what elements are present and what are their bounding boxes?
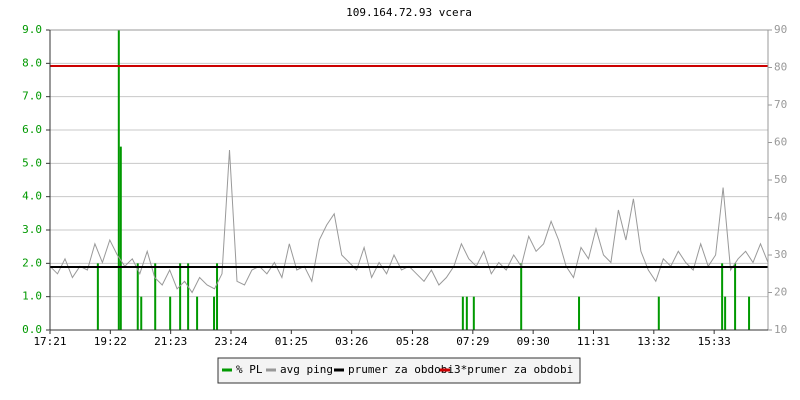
- y2-tick-label: 50: [774, 173, 787, 186]
- x-tick-label: 21:23: [154, 335, 187, 348]
- y-tick-label: 1.0: [22, 290, 42, 303]
- legend-label: avg ping: [280, 363, 333, 376]
- y-tick-label: 0.0: [22, 323, 42, 336]
- y-tick-label: 7.0: [22, 90, 42, 103]
- legend: [217, 357, 581, 384]
- x-tick-label: 01:25: [275, 335, 308, 348]
- chart-title: 109.164.72.93 vcera: [346, 6, 472, 19]
- x-tick-label: 03:26: [335, 335, 368, 348]
- x-tick-label: 15:33: [698, 335, 731, 348]
- x-tick-label: 13:32: [637, 335, 670, 348]
- y2-tick-label: 30: [774, 248, 787, 261]
- y-tick-label: 9.0: [22, 23, 42, 36]
- x-tick-label: 23:24: [214, 335, 247, 348]
- y2-tick-label: 40: [774, 211, 787, 224]
- y2-tick-label: 70: [774, 98, 787, 111]
- y-tick-label: 4.0: [22, 190, 42, 203]
- legend-label: % PL: [236, 363, 263, 376]
- x-tick-label: 07:29: [456, 335, 489, 348]
- x-tick-label: 05:28: [396, 335, 429, 348]
- y-tick-label: 8.0: [22, 56, 42, 69]
- y2-tick-label: 60: [774, 136, 787, 149]
- x-tick-label: 17:21: [33, 335, 66, 348]
- y-tick-label: 2.0: [22, 256, 42, 269]
- y-tick-label: 5.0: [22, 156, 42, 169]
- y2-tick-label: 10: [774, 323, 787, 336]
- legend-label: prumer za obdobi: [348, 363, 454, 376]
- x-tick-label: 09:30: [517, 335, 550, 348]
- y2-tick-label: 80: [774, 61, 787, 74]
- x-tick-label: 11:31: [577, 335, 610, 348]
- y2-tick-label: 90: [774, 23, 787, 36]
- y-tick-label: 6.0: [22, 123, 42, 136]
- y-tick-label: 3.0: [22, 223, 42, 236]
- legend-label: 3*prumer za obdobi: [454, 363, 573, 376]
- x-tick-label: 19:22: [94, 335, 127, 348]
- y2-tick-label: 20: [774, 286, 787, 299]
